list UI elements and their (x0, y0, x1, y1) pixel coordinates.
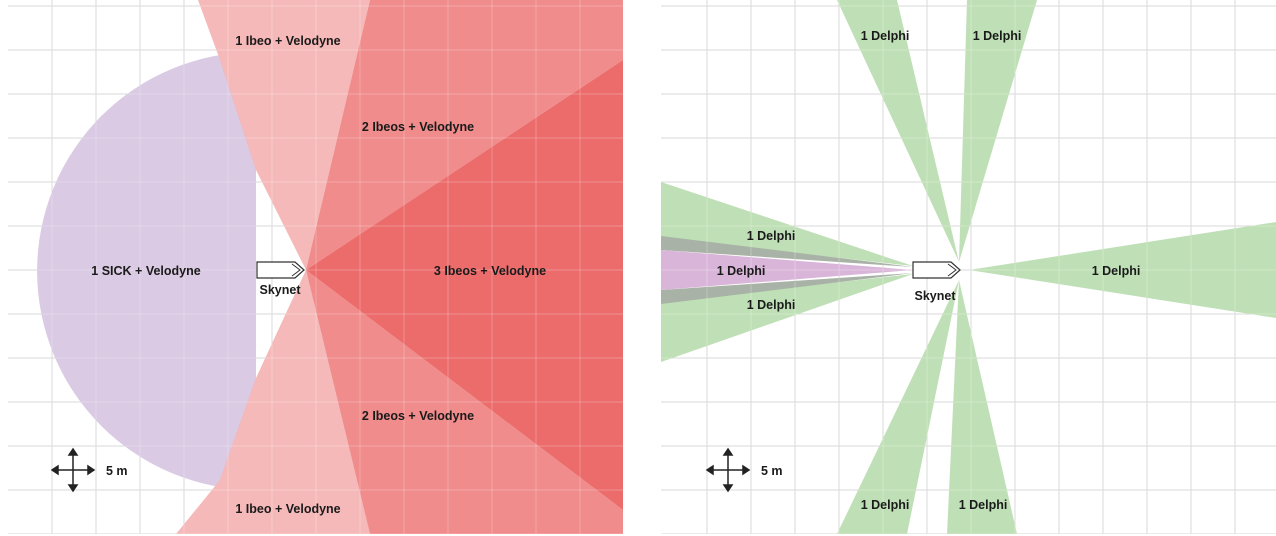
sick-velodyne-label: 1 SICK + Velodyne (91, 264, 200, 278)
three-ibeos-label: 3 Ibeos + Velodyne (434, 264, 546, 278)
three-ibeos-velodyne-zone (306, 60, 623, 510)
delphi-bottom-left-zone (837, 280, 959, 534)
two-ibeos-velodyne-zone-bottom (306, 270, 623, 534)
delphi-left-center-label: 1 Delphi (717, 264, 766, 278)
skynet-label-left: Skynet (260, 283, 302, 297)
delphi-top-right-label: 1 Delphi (973, 29, 1022, 43)
two-ibeos-top-label: 2 Ibeos + Velodyne (362, 120, 474, 134)
right-diagram-canvas: Skynet 1 Delphi 1 Delphi 1 Delphi 1 Delp… (661, 0, 1276, 534)
scale-arrows-icon-right (705, 447, 751, 493)
sick-velodyne-zone (37, 52, 256, 490)
left-diagram-canvas: Skynet 1 SICK + Velodyne 1 Ibeo + Velody… (8, 0, 623, 534)
delphi-left-center-zone (661, 250, 913, 290)
right-sensor-diagram: Skynet 1 Delphi 1 Delphi 1 Delphi 1 Delp… (661, 0, 1276, 534)
scale-arrows-icon-left (50, 447, 96, 493)
scale-label-right: 5 m (761, 464, 783, 478)
ibeo-velodyne-zone-top (198, 0, 370, 270)
delphi-overlap-bottom (661, 273, 913, 304)
delphi-overlap-top (661, 236, 913, 267)
left-sensor-diagram: Skynet 1 SICK + Velodyne 1 Ibeo + Velody… (8, 0, 623, 534)
delphi-top-right-zone (959, 0, 1037, 262)
skynet-label-right: Skynet (915, 289, 957, 303)
delphi-top-left-label: 1 Delphi (861, 29, 910, 43)
delphi-bottom-left-label: 1 Delphi (861, 498, 910, 512)
scale-label-left: 5 m (106, 464, 128, 478)
right-grid-overlay (661, 0, 1276, 534)
delphi-left-lower-label: 1 Delphi (747, 298, 796, 312)
skynet-vehicle-left (256, 261, 305, 279)
delphi-left-upper-label: 1 Delphi (747, 229, 796, 243)
ibeo-top-label: 1 Ibeo + Velodyne (235, 34, 340, 48)
two-ibeos-velodyne-zone-top (306, 0, 623, 270)
ibeo-bottom-label: 1 Ibeo + Velodyne (235, 502, 340, 516)
delphi-top-left-zone (837, 0, 959, 262)
delphi-right-label: 1 Delphi (1092, 264, 1141, 278)
delphi-right-zone (969, 222, 1276, 318)
ibeo-velodyne-zone-bottom (176, 270, 370, 534)
delphi-bottom-right-label: 1 Delphi (959, 498, 1008, 512)
delphi-bottom-right-zone (947, 280, 1017, 534)
two-ibeos-bottom-label: 2 Ibeos + Velodyne (362, 409, 474, 423)
skynet-vehicle-right (912, 261, 961, 279)
